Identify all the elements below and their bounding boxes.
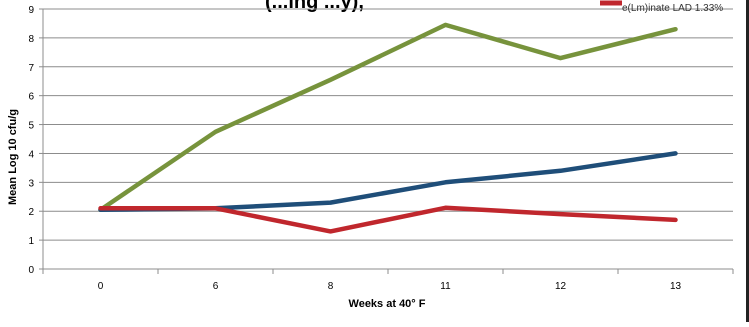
- y-tick-label: 1: [28, 236, 34, 247]
- legend-entry-label: e(Lm)inate LAD 1.33%: [622, 3, 723, 14]
- series-line-0: [98, 22, 678, 213]
- x-tick-label: 6: [213, 281, 219, 292]
- series-lines: [98, 22, 678, 234]
- legend: e(Lm)inate LAD 1.33%: [600, 0, 723, 14]
- right-border: [746, 0, 749, 322]
- y-tick-label: 2: [28, 207, 34, 218]
- y-tick-label: 3: [28, 178, 34, 189]
- x-tick-label: 13: [670, 281, 682, 292]
- x-tick-label: 0: [98, 281, 104, 292]
- y-tick-label: 9: [28, 5, 34, 16]
- y-tick-label: 6: [28, 92, 34, 103]
- y-tick-label: 7: [28, 63, 34, 74]
- x-tick-label: 11: [440, 281, 451, 292]
- x-axis-label: Weeks at 40° F: [349, 298, 426, 310]
- series-line-2: [98, 205, 678, 234]
- gridlines: [43, 8, 733, 241]
- y-tick-label: 0: [28, 265, 34, 276]
- y-tick-label: 4: [28, 149, 34, 160]
- x-tick-label: 8: [328, 281, 334, 292]
- chart-title: (...ing ...y),: [265, 0, 364, 13]
- y-tick-label: 8: [28, 34, 34, 45]
- y-axis-label: Mean Log 10 cfu/g: [7, 109, 19, 205]
- y-tick-label: 5: [28, 121, 34, 132]
- x-tick-label: 12: [555, 281, 567, 292]
